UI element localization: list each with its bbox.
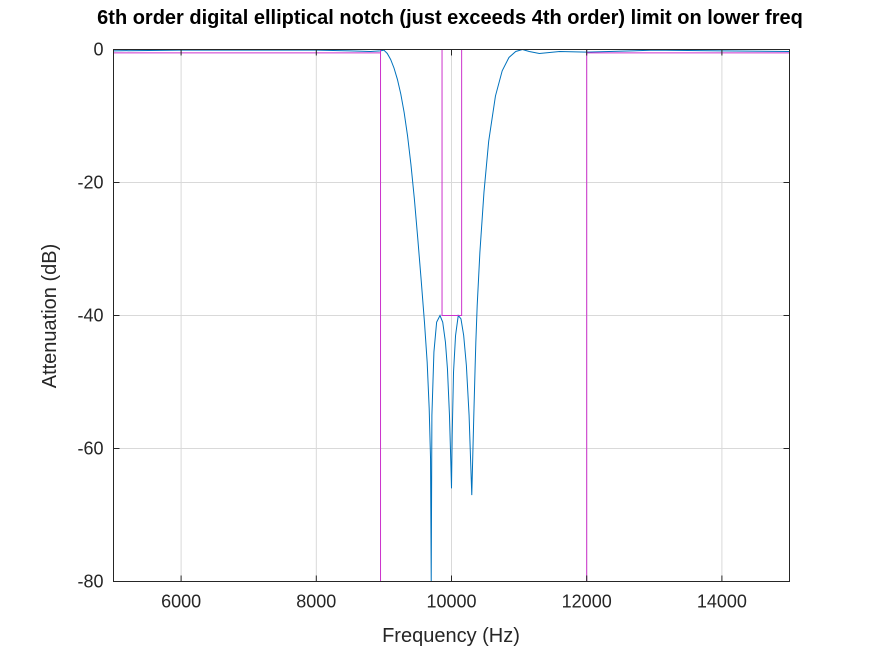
x-tick-label: 14000 — [697, 592, 747, 612]
y-tick-labels: 0 -20 -40 -60 -80 — [77, 40, 103, 592]
x-tick-label: 8000 — [296, 592, 336, 612]
tick-marks — [113, 49, 790, 582]
y-tick-label: -20 — [77, 173, 103, 193]
y-tick-label: 0 — [93, 40, 103, 60]
x-tick-label: 12000 — [562, 592, 612, 612]
y-tick-label: -40 — [77, 306, 103, 326]
x-tick-label: 10000 — [426, 592, 476, 612]
y-tick-label: -80 — [77, 572, 103, 592]
x-tick-label: 6000 — [161, 592, 201, 612]
chart-title: 6th order digital elliptical notch (just… — [97, 7, 803, 29]
series-line-3 — [441, 49, 463, 316]
y-axis-label: Attenuation (dB) — [39, 244, 61, 389]
x-axis-label: Frequency (Hz) — [382, 625, 520, 647]
y-tick-label: -60 — [77, 439, 103, 459]
series-line-1 — [113, 48, 790, 582]
x-tick-labels: 6000 8000 10000 12000 14000 — [161, 592, 747, 612]
